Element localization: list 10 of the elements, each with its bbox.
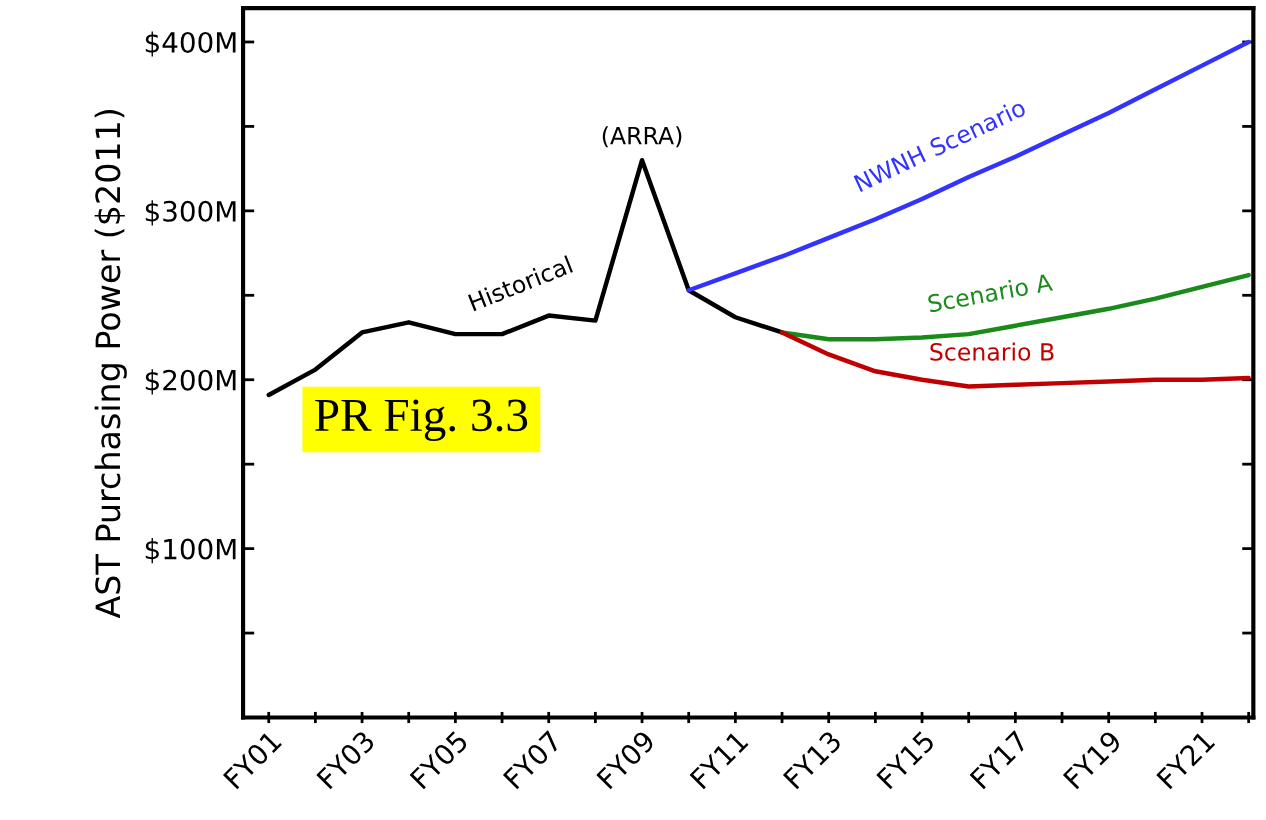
series-label: Scenario B <box>930 342 1054 361</box>
annotation: PR Fig. 3.3 <box>315 399 528 442</box>
y-tick-label: $300M <box>145 200 236 226</box>
y-tick-label: $200M <box>145 369 236 395</box>
line-series <box>779 330 1251 389</box>
y-axis-title: AST Purchasing Power ($2011) <box>94 110 127 619</box>
text: Scenario A <box>927 272 1054 313</box>
y-tick-label: $100M <box>145 538 236 564</box>
annotation: (ARRA) <box>602 126 682 148</box>
y-tick-label: $400M <box>145 31 236 57</box>
